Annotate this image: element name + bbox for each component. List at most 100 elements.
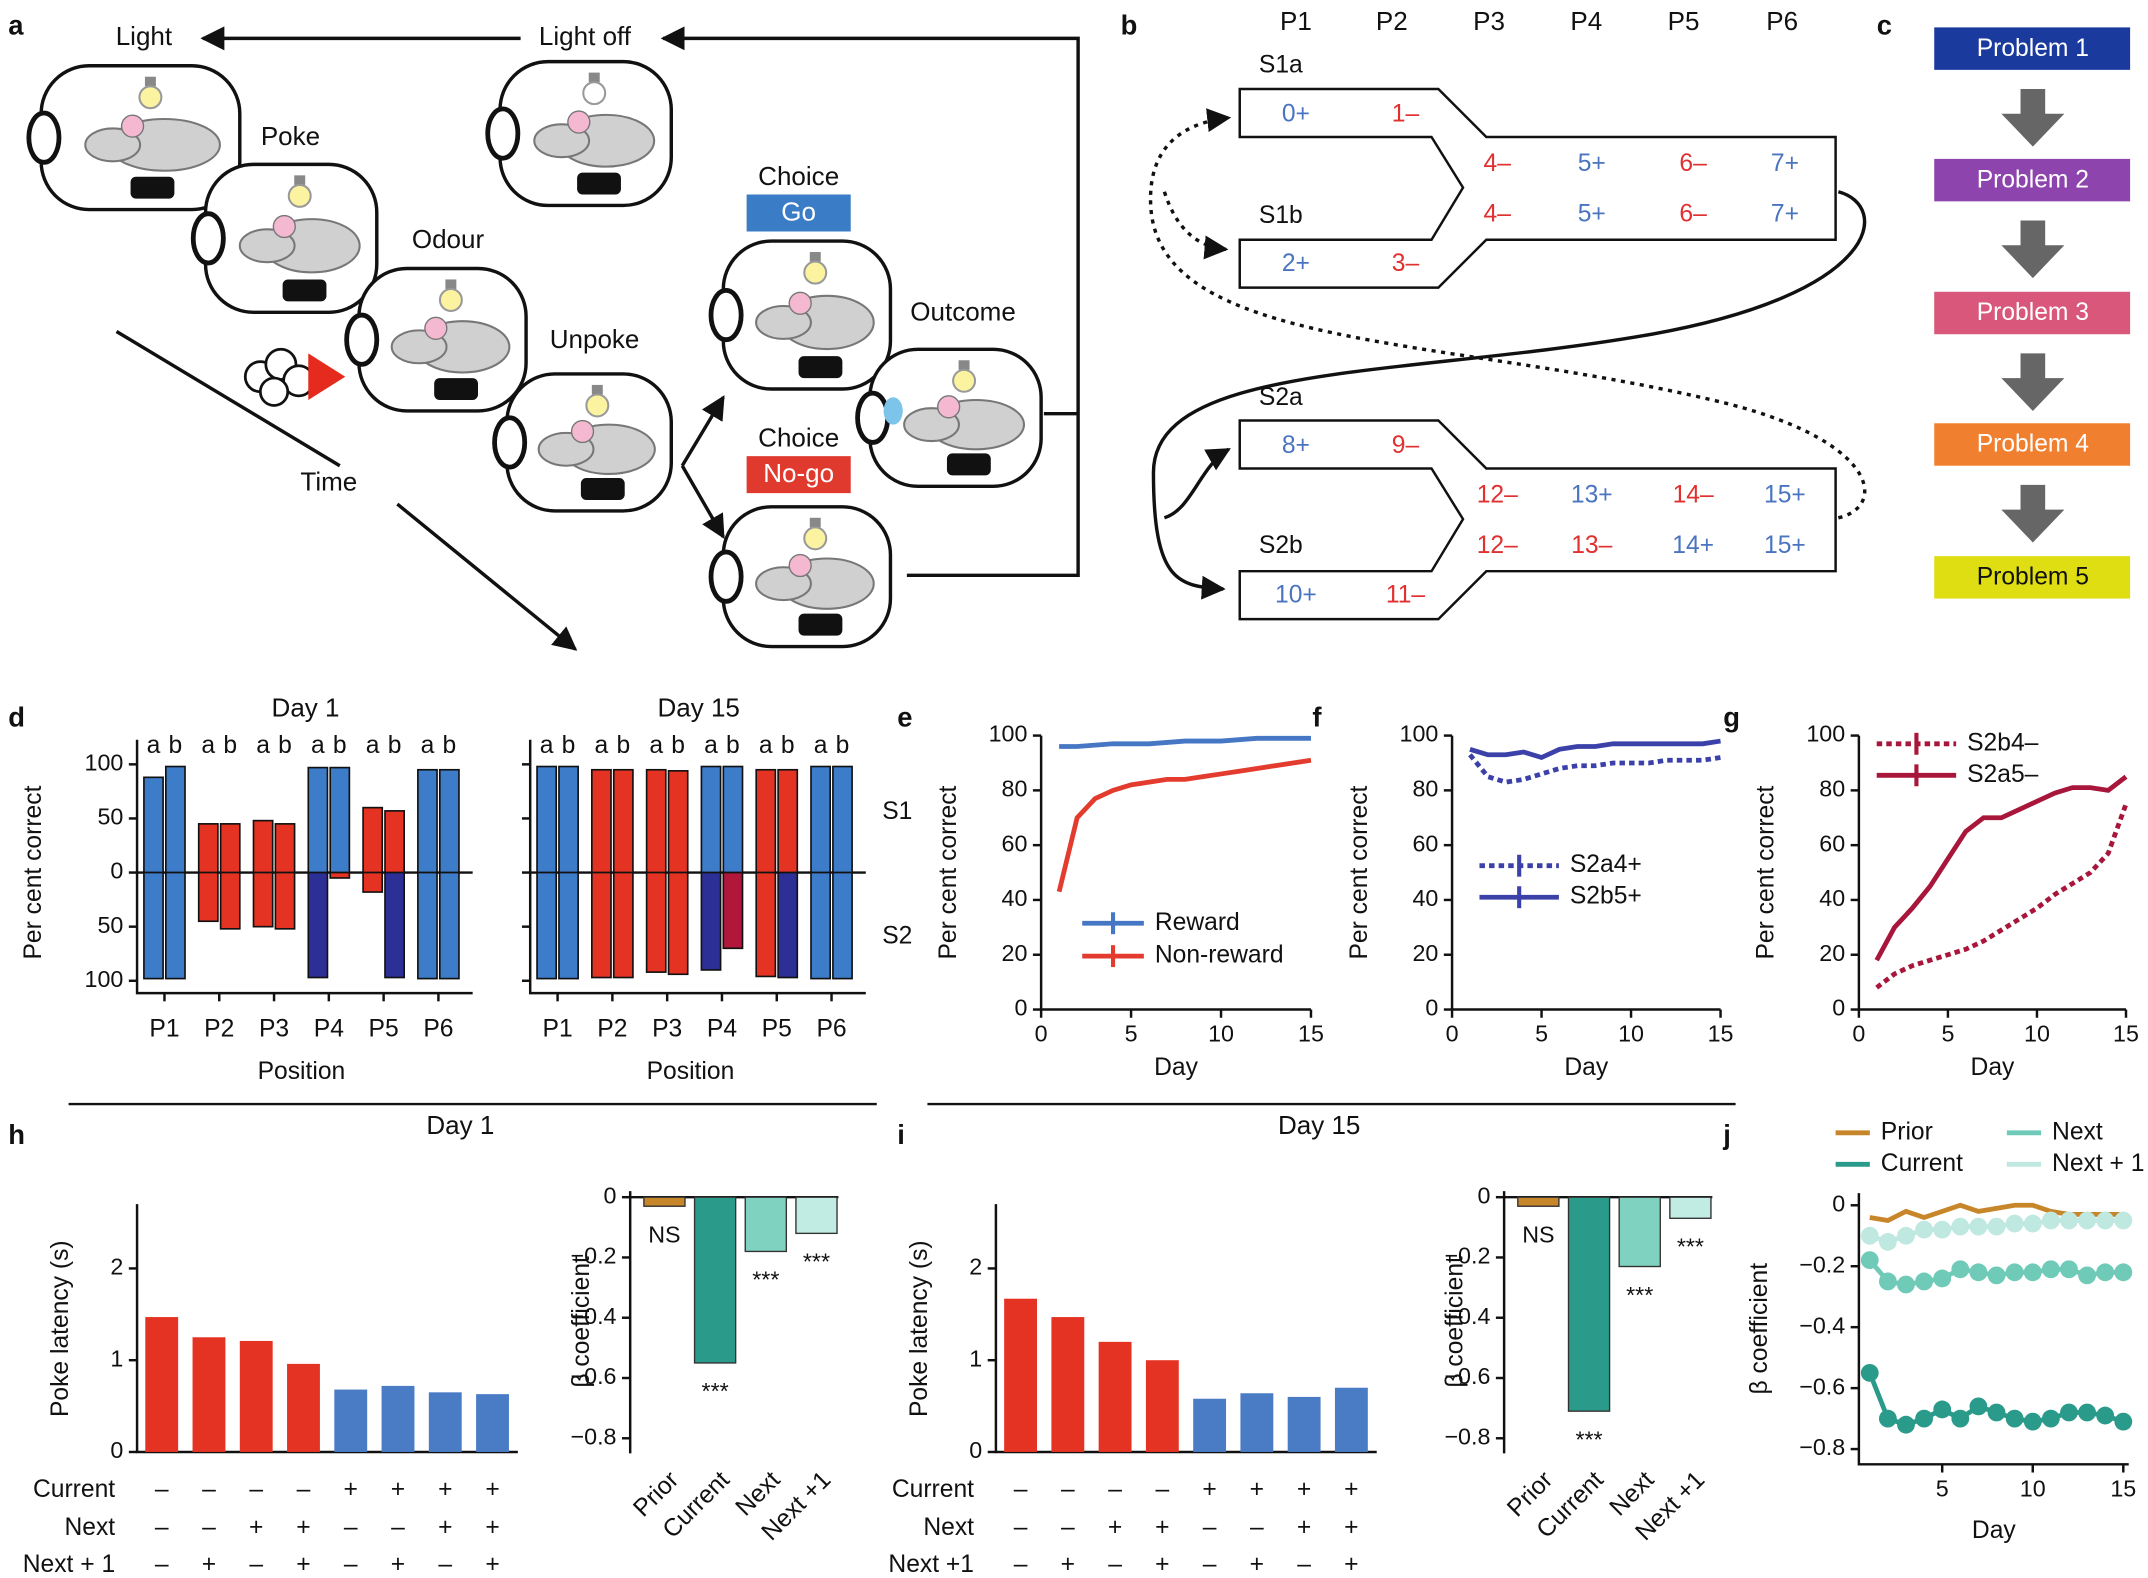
mouse-ear — [567, 110, 591, 134]
condition-sign: + — [485, 1514, 499, 1541]
condition-sign: – — [249, 1476, 263, 1503]
subcategory-label: a — [704, 732, 718, 759]
chamber — [485, 59, 673, 208]
subcategory-label: a — [147, 732, 161, 759]
bar — [612, 871, 634, 979]
point — [1933, 1269, 1952, 1288]
bar — [777, 871, 799, 979]
step-label: Outcome — [910, 297, 1016, 327]
bar — [612, 768, 634, 874]
series-line — [1469, 738, 1721, 761]
condition-label: Next +1 — [888, 1551, 974, 1578]
condition-sign: + — [1344, 1476, 1358, 1503]
point — [2023, 1412, 2042, 1431]
chamber — [344, 266, 528, 413]
bulb-cap — [144, 76, 156, 87]
x-axis-label: Day — [1972, 1517, 2016, 1544]
x-tick-label: 15 — [1298, 1021, 1324, 1047]
x-tick-label: 10 — [1618, 1021, 1644, 1047]
step-label: No-go — [763, 458, 834, 488]
nose-port — [708, 549, 744, 604]
food-well — [580, 478, 625, 500]
bar — [1567, 1196, 1611, 1412]
y-tick-label: 80 — [1002, 776, 1028, 802]
subcategory-label: b — [781, 732, 795, 759]
y-tick-label: 0 — [1832, 1190, 1845, 1216]
point — [1860, 1363, 1879, 1382]
x-axis-label: Position — [258, 1058, 346, 1085]
bar — [219, 823, 241, 874]
step-label: Odour — [412, 224, 485, 254]
point — [1915, 1409, 1933, 1428]
legend-label: S2a4+ — [1570, 851, 1642, 878]
cell-label: 13+ — [1571, 481, 1613, 508]
step-label: Choice — [758, 423, 839, 453]
x-tick-label: 10 — [2024, 1021, 2050, 1047]
cell-label: 8+ — [1282, 432, 1310, 459]
problem-box — [1934, 423, 2131, 466]
bulb — [287, 183, 312, 208]
y-tick-label: 80 — [1412, 776, 1438, 802]
subcategory-label: b — [443, 732, 457, 759]
point — [1878, 1232, 1897, 1251]
bar-annotation: *** — [702, 1378, 729, 1404]
y-tick-label: 40 — [1819, 885, 1845, 911]
bar — [362, 871, 384, 893]
cell-label: 15+ — [1764, 532, 1806, 559]
condition-sign: – — [1014, 1551, 1028, 1578]
bar — [219, 871, 241, 930]
step-label: Go — [781, 197, 816, 227]
point — [1987, 1217, 2006, 1236]
condition-sign: – — [202, 1514, 216, 1541]
x-tick-label: P1 — [543, 1016, 573, 1043]
bulb-cap — [588, 72, 600, 83]
point — [1915, 1272, 1933, 1291]
x-tick-label: 15 — [2110, 1475, 2136, 1501]
food-well — [434, 378, 479, 400]
bar — [197, 823, 219, 874]
chart-title: Day 1 — [272, 692, 340, 722]
bar — [722, 765, 744, 874]
legend-label: S2a5– — [1967, 761, 2039, 788]
y-tick-label: 2 — [110, 1254, 123, 1280]
bar — [307, 871, 329, 979]
mouse-ear — [120, 114, 145, 138]
y-tick-label: 0 — [110, 1437, 123, 1463]
condition-sign: – — [1155, 1476, 1169, 1503]
food-well — [798, 613, 843, 636]
bar — [558, 871, 579, 980]
condition-sign: + — [1155, 1551, 1169, 1578]
problem-box — [1934, 158, 2131, 202]
s1-outline — [1238, 87, 1837, 289]
point — [2005, 1409, 2024, 1428]
y-tick-label: 20 — [1002, 940, 1028, 966]
point — [1860, 1226, 1879, 1245]
axes — [528, 739, 866, 995]
x-tick-label: 10 — [1208, 1021, 1234, 1047]
bar — [810, 765, 831, 874]
condition-sign: + — [1344, 1514, 1358, 1541]
x-tick-label: P2 — [597, 1016, 627, 1043]
down-arrow — [2001, 484, 2065, 543]
mouse-ear — [272, 214, 296, 239]
condition-label: Current — [892, 1476, 974, 1503]
step-label: Poke — [261, 121, 320, 151]
x-tick-label: P3 — [652, 1016, 682, 1043]
bar — [755, 871, 777, 978]
bar — [274, 823, 296, 874]
bar — [536, 765, 558, 874]
condition-sign: + — [344, 1476, 358, 1503]
subcategory-label: a — [649, 732, 663, 759]
cell-label: 4– — [1484, 201, 1512, 228]
bar — [417, 768, 438, 874]
bar — [1240, 1393, 1274, 1452]
y-axis-label: Per cent correct — [1753, 785, 1780, 959]
bar — [558, 765, 579, 874]
bar — [1051, 1317, 1085, 1452]
cell-label: 14– — [1673, 481, 1714, 508]
legend-label: S2b4– — [1967, 729, 2039, 756]
bar — [795, 1196, 838, 1235]
food-well — [577, 172, 621, 195]
step-label: Light — [116, 21, 173, 51]
